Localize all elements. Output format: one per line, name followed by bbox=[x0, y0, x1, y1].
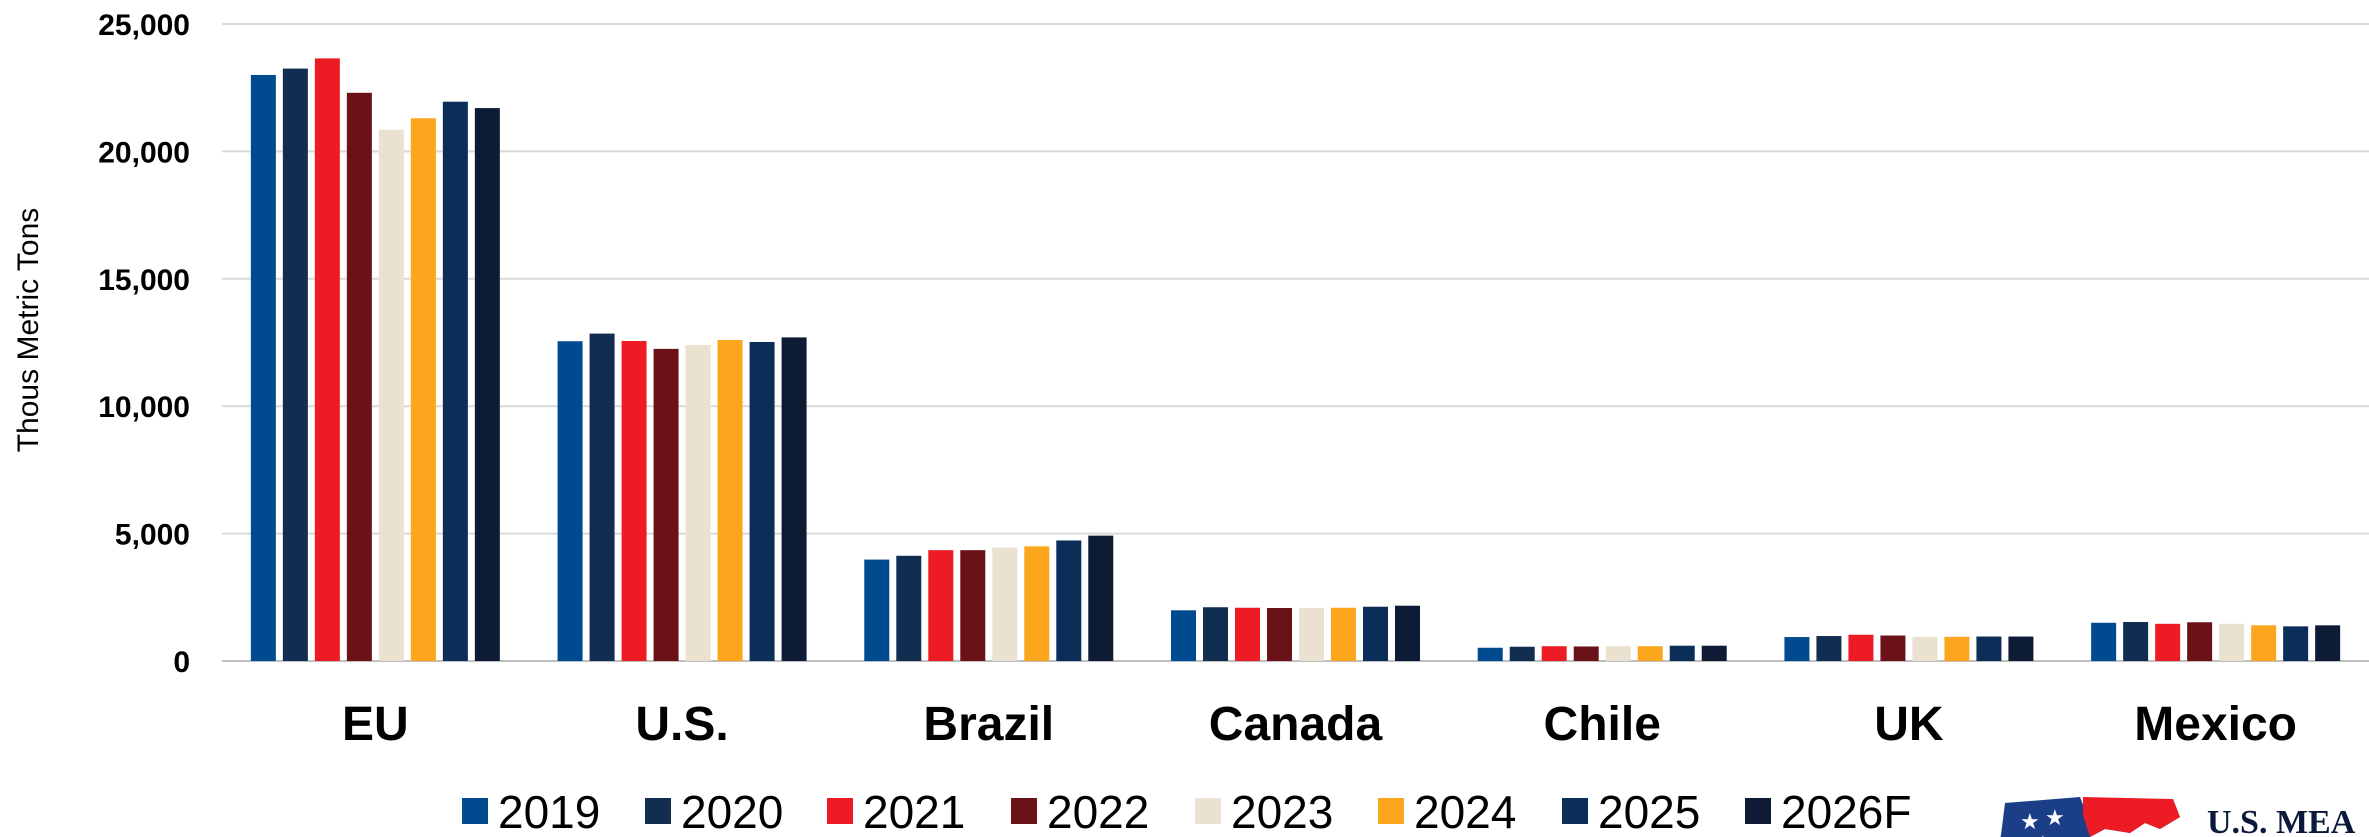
legend-swatch bbox=[1011, 798, 1037, 824]
y-tick-label: 5,000 bbox=[115, 519, 190, 552]
bar-brazil-2020 bbox=[896, 555, 922, 661]
bar-chile-2023 bbox=[1605, 646, 1631, 661]
category-label: Brazil bbox=[923, 698, 1054, 751]
svg-text:★: ★ bbox=[2020, 810, 2040, 835]
bar-chile-2025 bbox=[1669, 645, 1695, 661]
category-label: U.S. bbox=[635, 698, 728, 751]
bar-eu-2025 bbox=[442, 101, 468, 662]
svg-text:★: ★ bbox=[2033, 832, 2053, 837]
bar-eu-2026f bbox=[474, 108, 500, 662]
bar-us-2025 bbox=[749, 341, 775, 661]
bar-us-2020 bbox=[589, 333, 615, 661]
legend: 2019 2020 2021 2022 2023 2024 2025 2026F bbox=[462, 786, 1911, 837]
bar-uk-2025 bbox=[1976, 636, 2002, 661]
bar-chile-2020 bbox=[1509, 646, 1535, 661]
bars bbox=[250, 58, 2341, 662]
svg-text:★: ★ bbox=[2045, 806, 2065, 831]
bar-uk-2026f bbox=[2008, 636, 2034, 661]
category-label: Chile bbox=[1544, 698, 1661, 751]
category-label: UK bbox=[1874, 698, 1944, 751]
bar-chile-2022 bbox=[1573, 646, 1599, 661]
bar-us-2021 bbox=[621, 340, 647, 661]
category-label: EU bbox=[342, 698, 409, 751]
bar-chile-2019 bbox=[1477, 647, 1503, 661]
y-axis-ticks: 0 5,000 10,000 15,000 20,000 25,000 bbox=[98, 9, 190, 679]
bar-uk-2020 bbox=[1816, 636, 1842, 661]
bar-eu-2024 bbox=[410, 118, 436, 661]
bar-mexico-2022 bbox=[2187, 622, 2213, 661]
svg-text:★: ★ bbox=[2007, 834, 2025, 837]
legend-label: 2025 bbox=[1598, 786, 1700, 837]
bar-mexico-2019 bbox=[2091, 622, 2117, 661]
bar-brazil-2021 bbox=[928, 550, 954, 661]
flag-stripes-icon bbox=[2083, 797, 2180, 837]
bar-canada-2022 bbox=[1267, 608, 1292, 661]
bar-canada-2019 bbox=[1171, 610, 1196, 661]
y-tick-label: 10,000 bbox=[98, 391, 190, 424]
bar-canada-2026f bbox=[1395, 605, 1420, 661]
bar-us-2024 bbox=[717, 339, 743, 661]
bar-uk-2024 bbox=[1944, 636, 1970, 661]
legend-swatch bbox=[462, 798, 488, 824]
bar-us-2019 bbox=[557, 341, 583, 661]
bar-eu-2019 bbox=[250, 74, 276, 661]
bar-us-2022 bbox=[653, 348, 679, 661]
bar-brazil-2022 bbox=[960, 550, 986, 661]
legend-label: 2026F bbox=[1781, 786, 1911, 837]
legend-label: 2020 bbox=[681, 786, 783, 837]
legend-swatch bbox=[645, 798, 671, 824]
legend-label: 2024 bbox=[1414, 786, 1516, 837]
bar-chile-2024 bbox=[1637, 646, 1663, 661]
y-tick-label: 20,000 bbox=[98, 136, 190, 169]
bar-mexico-2026f bbox=[2315, 625, 2341, 661]
legend-swatch bbox=[1195, 798, 1221, 824]
y-tick-label: 0 bbox=[173, 646, 190, 679]
bar-eu-2023 bbox=[378, 129, 404, 661]
usmef-logo: ★ ★ ★ ★ U.S. MEA bbox=[2000, 797, 2356, 837]
bar-uk-2023 bbox=[1912, 637, 1938, 661]
y-axis-label: Thous Metric Tons bbox=[12, 208, 45, 453]
bar-canada-2021 bbox=[1235, 607, 1260, 661]
bar-canada-2025 bbox=[1363, 606, 1388, 661]
bar-canada-2024 bbox=[1331, 607, 1356, 661]
bar-eu-2022 bbox=[346, 92, 372, 661]
bar-brazil-2023 bbox=[992, 547, 1018, 661]
bar-brazil-2025 bbox=[1056, 540, 1082, 661]
bar-eu-2021 bbox=[314, 58, 340, 661]
bar-mexico-2020 bbox=[2123, 622, 2149, 661]
legend-swatch bbox=[1562, 798, 1588, 824]
bar-chile-2021 bbox=[1541, 646, 1567, 661]
bar-mexico-2025 bbox=[2283, 626, 2309, 661]
category-labels: EU U.S. Brazil Canada Chile UK Mexico bbox=[342, 698, 2297, 751]
category-label: Canada bbox=[1209, 698, 1383, 751]
bar-eu-2020 bbox=[282, 68, 308, 662]
bar-brazil-2026f bbox=[1088, 535, 1114, 661]
legend-label: 2021 bbox=[863, 786, 965, 837]
bar-mexico-2024 bbox=[2251, 625, 2277, 661]
bar-us-2023 bbox=[685, 345, 711, 661]
bar-mexico-2023 bbox=[2219, 623, 2245, 661]
legend-label: 2019 bbox=[498, 786, 600, 837]
bar-uk-2019 bbox=[1784, 637, 1810, 661]
bar-canada-2020 bbox=[1203, 607, 1228, 661]
bar-canada-2023 bbox=[1299, 608, 1324, 661]
bar-us-2026f bbox=[781, 337, 807, 661]
legend-swatch bbox=[1745, 798, 1771, 824]
category-label: Mexico bbox=[2134, 698, 2297, 751]
bar-brazil-2024 bbox=[1024, 546, 1050, 661]
legend-swatch bbox=[1378, 798, 1404, 824]
bar-uk-2021 bbox=[1848, 634, 1874, 661]
gridlines bbox=[222, 23, 2369, 535]
bar-chile-2026f bbox=[1701, 645, 1727, 661]
y-tick-label: 25,000 bbox=[98, 9, 190, 42]
bar-uk-2022 bbox=[1880, 635, 1906, 661]
y-tick-label: 15,000 bbox=[98, 264, 190, 297]
bar-mexico-2021 bbox=[2155, 623, 2181, 661]
bar-brazil-2019 bbox=[864, 559, 890, 661]
legend-swatch bbox=[827, 798, 853, 824]
legend-label: 2022 bbox=[1047, 786, 1149, 837]
logo-text: U.S. MEA bbox=[2207, 804, 2356, 837]
legend-label: 2023 bbox=[1231, 786, 1333, 837]
